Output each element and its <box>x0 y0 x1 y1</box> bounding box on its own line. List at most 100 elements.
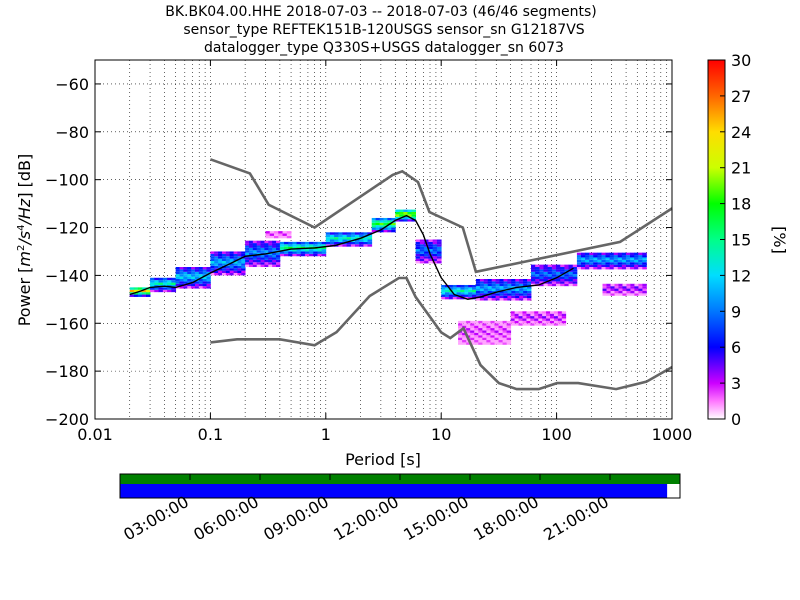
density-cell <box>466 325 471 329</box>
density-cell <box>218 263 223 266</box>
density-cell <box>367 244 373 247</box>
density-cell <box>252 264 258 268</box>
density-cell <box>572 271 578 275</box>
density-cell <box>553 320 559 324</box>
density-cell <box>617 255 623 258</box>
density-cell <box>432 239 438 242</box>
density-cell <box>218 251 223 254</box>
density-cell <box>252 245 258 248</box>
density-cell <box>556 274 561 277</box>
density-cell <box>614 293 619 296</box>
density-cell <box>268 262 273 265</box>
density-cell <box>462 325 467 329</box>
density-cell <box>458 335 463 338</box>
density-cell <box>622 288 627 291</box>
density-cell <box>638 293 643 296</box>
colorbar-tick-label: 18 <box>731 195 751 214</box>
density-cell <box>479 293 485 296</box>
density-cell <box>436 241 442 245</box>
density-cell <box>321 246 327 250</box>
density-cell <box>638 252 643 256</box>
density-cell <box>602 286 607 289</box>
density-cell <box>249 259 254 263</box>
density-cell <box>399 211 404 215</box>
density-cell <box>175 278 180 282</box>
density-cell <box>260 259 265 263</box>
density-cell <box>617 257 623 260</box>
density-cell <box>264 245 269 248</box>
density-cell <box>233 265 238 269</box>
density-cell <box>506 328 512 331</box>
density-cell <box>179 274 184 277</box>
density-cell <box>494 328 499 331</box>
density-cell <box>419 241 425 245</box>
density-cell <box>486 337 491 341</box>
density-cell <box>355 234 360 238</box>
y-tick-label: −180 <box>45 362 89 381</box>
density-cell <box>642 252 647 256</box>
density-cell <box>456 292 461 295</box>
density-cell <box>601 262 606 265</box>
density-cell <box>634 264 639 268</box>
density-cell <box>363 239 368 242</box>
density-cell <box>387 227 392 230</box>
density-cell <box>256 255 261 258</box>
density-cell <box>514 316 519 319</box>
density-cell <box>621 264 627 268</box>
density-cell <box>511 290 516 294</box>
density-cell <box>491 290 496 294</box>
density-cell <box>614 286 619 289</box>
density-cell <box>456 284 461 288</box>
density-cell <box>342 232 348 235</box>
density-cell <box>498 323 503 326</box>
density-cell <box>462 320 467 324</box>
density-cell <box>539 276 544 279</box>
density-cell <box>523 283 528 287</box>
density-cell <box>375 225 380 228</box>
density-cell <box>572 276 578 279</box>
density-cell <box>350 244 356 247</box>
density-cell <box>486 325 491 329</box>
density-cell <box>539 278 544 282</box>
density-cell <box>557 318 563 321</box>
density-cell <box>436 253 442 257</box>
density-cell <box>502 323 508 326</box>
density-cell <box>371 225 377 228</box>
density-cell <box>556 278 561 282</box>
density-cell <box>490 337 495 341</box>
density-cell <box>503 295 508 299</box>
density-cell <box>432 241 438 245</box>
density-cell <box>371 222 377 226</box>
density-cell <box>269 231 275 234</box>
y-tick-label: −140 <box>45 266 89 285</box>
density-cell <box>229 270 234 273</box>
density-cell <box>572 283 578 287</box>
density-cell <box>355 244 360 247</box>
x-tick-label: 0.01 <box>77 425 113 444</box>
density-cell <box>487 286 493 289</box>
density-cell <box>519 293 524 296</box>
density-cell <box>490 323 495 326</box>
density-cell <box>198 269 204 272</box>
density-cell <box>379 225 384 228</box>
density-cell <box>482 323 487 326</box>
density-cell <box>411 209 416 212</box>
density-cell <box>191 283 196 287</box>
density-cell <box>304 244 310 247</box>
density-cell <box>625 264 631 268</box>
density-cell <box>519 298 524 301</box>
density-cell <box>206 286 211 289</box>
density-cell <box>585 255 590 258</box>
density-cell <box>284 241 289 245</box>
density-cell <box>642 255 647 258</box>
density-cell <box>282 233 288 236</box>
density-cell <box>458 340 463 343</box>
density-cell <box>158 277 164 281</box>
density-cell <box>546 311 551 314</box>
density-cell <box>486 342 491 345</box>
density-cell <box>568 271 574 275</box>
density-cell <box>338 244 343 247</box>
density-cell <box>531 269 536 272</box>
density-cell <box>276 240 281 244</box>
density-cell <box>432 251 438 254</box>
